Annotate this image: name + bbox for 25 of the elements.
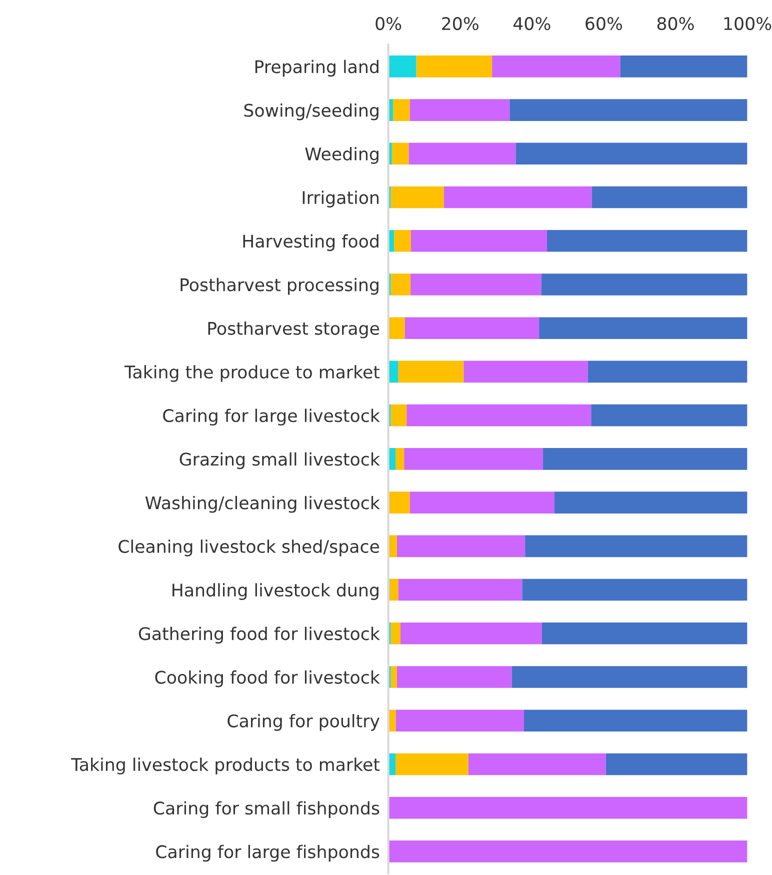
y-tick-label: Caring for large livestock	[163, 408, 380, 426]
y-tick-label: Irrigation	[302, 190, 379, 208]
y-tick-label: Caring for small fishponds	[154, 801, 380, 818]
y-tick-label: Taking the produce to market	[124, 365, 380, 382]
y-tick-label: Grazing small livestock	[180, 452, 380, 470]
y-tick-label: Sowing/seeding	[244, 103, 378, 120]
y-tick-label: Preparing land	[255, 60, 378, 77]
x-tick-label: 80%	[657, 17, 694, 30]
y-tick-label: Cleaning livestock shed/space	[118, 540, 380, 556]
y-tick-label: Gathering food for livestock	[138, 626, 380, 644]
y-tick-label: Taking livestock products to market	[71, 758, 380, 774]
y-tick-label: Postharvest storage	[208, 322, 380, 338]
y-tick-label: Cooking food for livestock	[155, 670, 380, 688]
y-tick-label: Handling livestock dung	[172, 583, 378, 600]
y-tick-label: Postharvest processing	[180, 278, 378, 295]
x-tick-label: 40%	[513, 17, 550, 30]
y-tick-label: Washing/cleaning livestock	[145, 496, 380, 513]
x-tick-label: 60%	[586, 17, 622, 30]
y-tick-label: Harvesting food	[243, 234, 378, 252]
y-tick-label: Weeding	[305, 147, 378, 164]
x-tick-label: 100%	[724, 17, 772, 30]
x-tick-label: 0%	[376, 17, 402, 30]
y-tick-label: Caring for large fishponds	[156, 844, 380, 862]
x-tick-label: 20%	[442, 17, 478, 30]
y-tick-label: Caring for poultry	[228, 714, 380, 731]
